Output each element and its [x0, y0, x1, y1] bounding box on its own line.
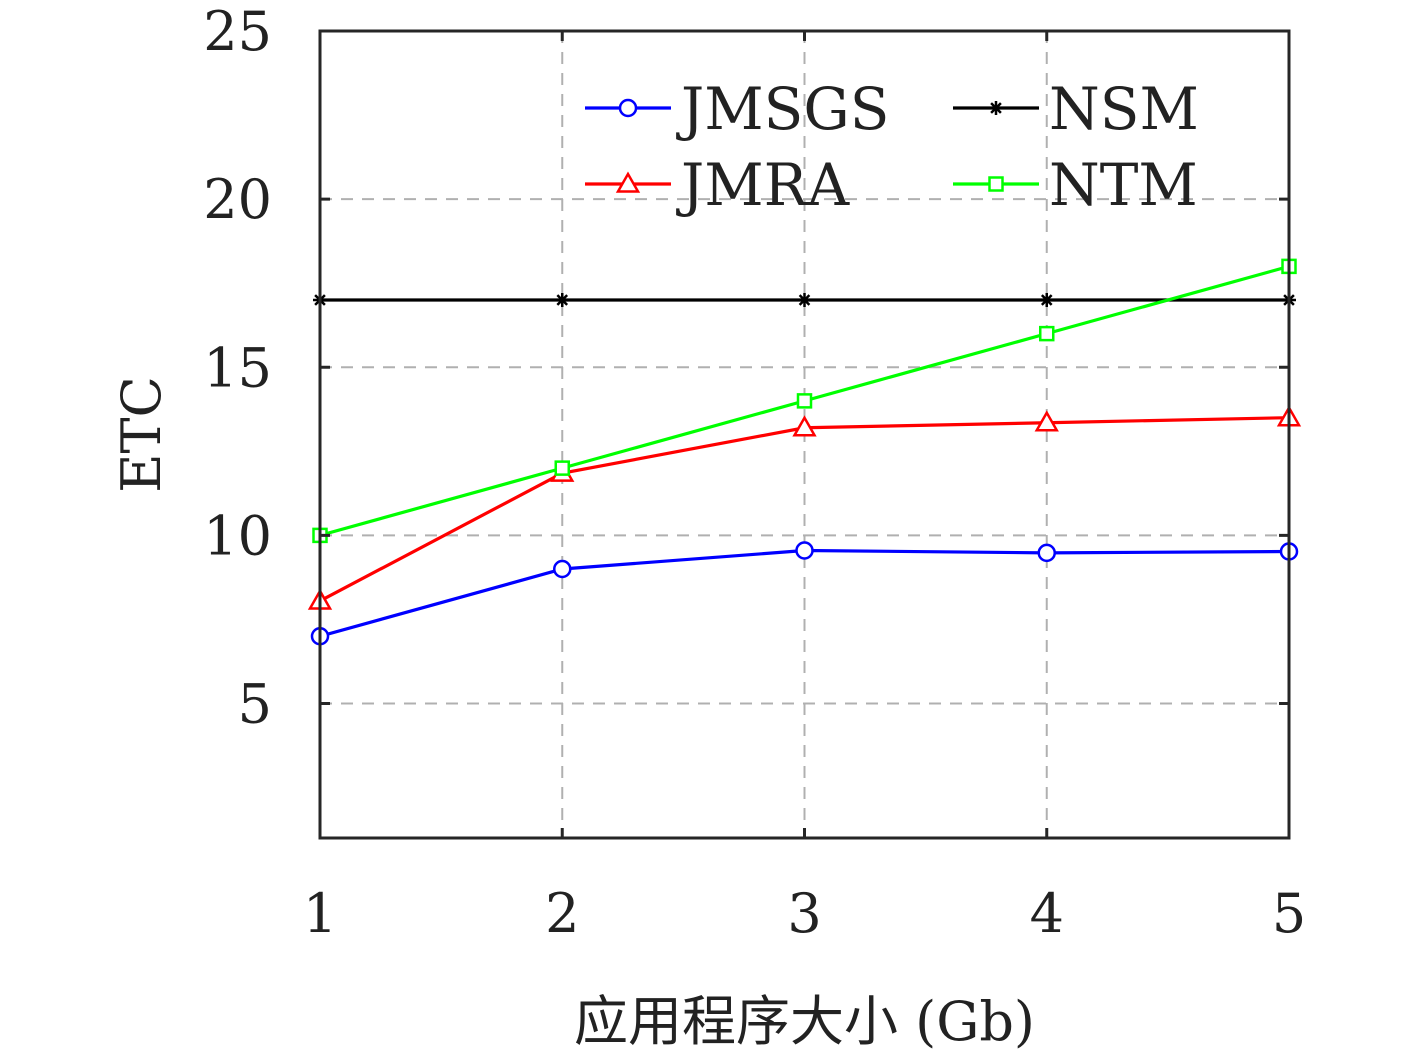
x-tick-label: 1 [303, 882, 337, 945]
legend-marker-nsm [989, 101, 1003, 115]
y-tick-label: 15 [203, 336, 272, 399]
data-point-nsm [797, 293, 812, 307]
asterisk-stroke [798, 294, 811, 306]
y-tick-label: 10 [203, 504, 272, 567]
y-tick-label: 20 [203, 168, 272, 231]
x-tick-label: 5 [1272, 882, 1306, 945]
legend-item-ntm: NTM [953, 151, 1198, 219]
legend-label-jmsgs: JMSGS [676, 75, 889, 143]
asterisk-stroke [1040, 294, 1053, 306]
legend-marker-ntm [988, 176, 1004, 192]
data-point-nsm [555, 293, 570, 307]
data-point-jmsgs [1037, 543, 1056, 563]
data-point-ntm [1039, 325, 1055, 342]
asterisk-stroke [556, 294, 569, 306]
legend-item-jmsgs: JMSGS [585, 75, 889, 143]
legend-label-nsm: NSM [1049, 75, 1199, 143]
x-axis-label: 应用程序大小 (Gb) [574, 990, 1035, 1053]
data-point-jmra [1034, 410, 1059, 432]
axis-ticks: 1 2 3 4 5 5 10 15 20 25 [203, 0, 1306, 945]
data-point-jmra [792, 415, 817, 437]
data-point-nsm [1039, 293, 1054, 307]
y-tick-label: 5 [238, 673, 272, 736]
x-tick-label: 3 [787, 882, 821, 945]
asterisk-stroke [990, 102, 1002, 114]
legend-item-jmra: JMRA [585, 151, 850, 219]
data-point-jmsgs [795, 541, 814, 560]
y-tick-label: 25 [203, 0, 272, 63]
x-tick-label: 4 [1030, 882, 1064, 945]
grid [320, 31, 1289, 838]
data-point-ntm [554, 460, 570, 476]
legend-item-nsm: NSM [953, 75, 1199, 143]
series-ntm [312, 258, 1297, 544]
legend-marker-jmra [615, 171, 641, 193]
legend-marker-jmsgs [618, 98, 638, 118]
series-group [307, 258, 1302, 646]
x-tick-label: 2 [545, 882, 579, 945]
series-jmsgs [310, 541, 1299, 646]
data-point-jmsgs [553, 559, 572, 579]
series-line-jmra [319, 416, 1290, 603]
data-point-ntm [796, 393, 813, 409]
legend-label-ntm: NTM [1049, 151, 1198, 219]
legend-label-jmra: JMRA [676, 151, 850, 219]
legend: JMSGS NSM JMRA NTM [585, 75, 1199, 219]
y-axis-label: ETC [110, 376, 173, 493]
